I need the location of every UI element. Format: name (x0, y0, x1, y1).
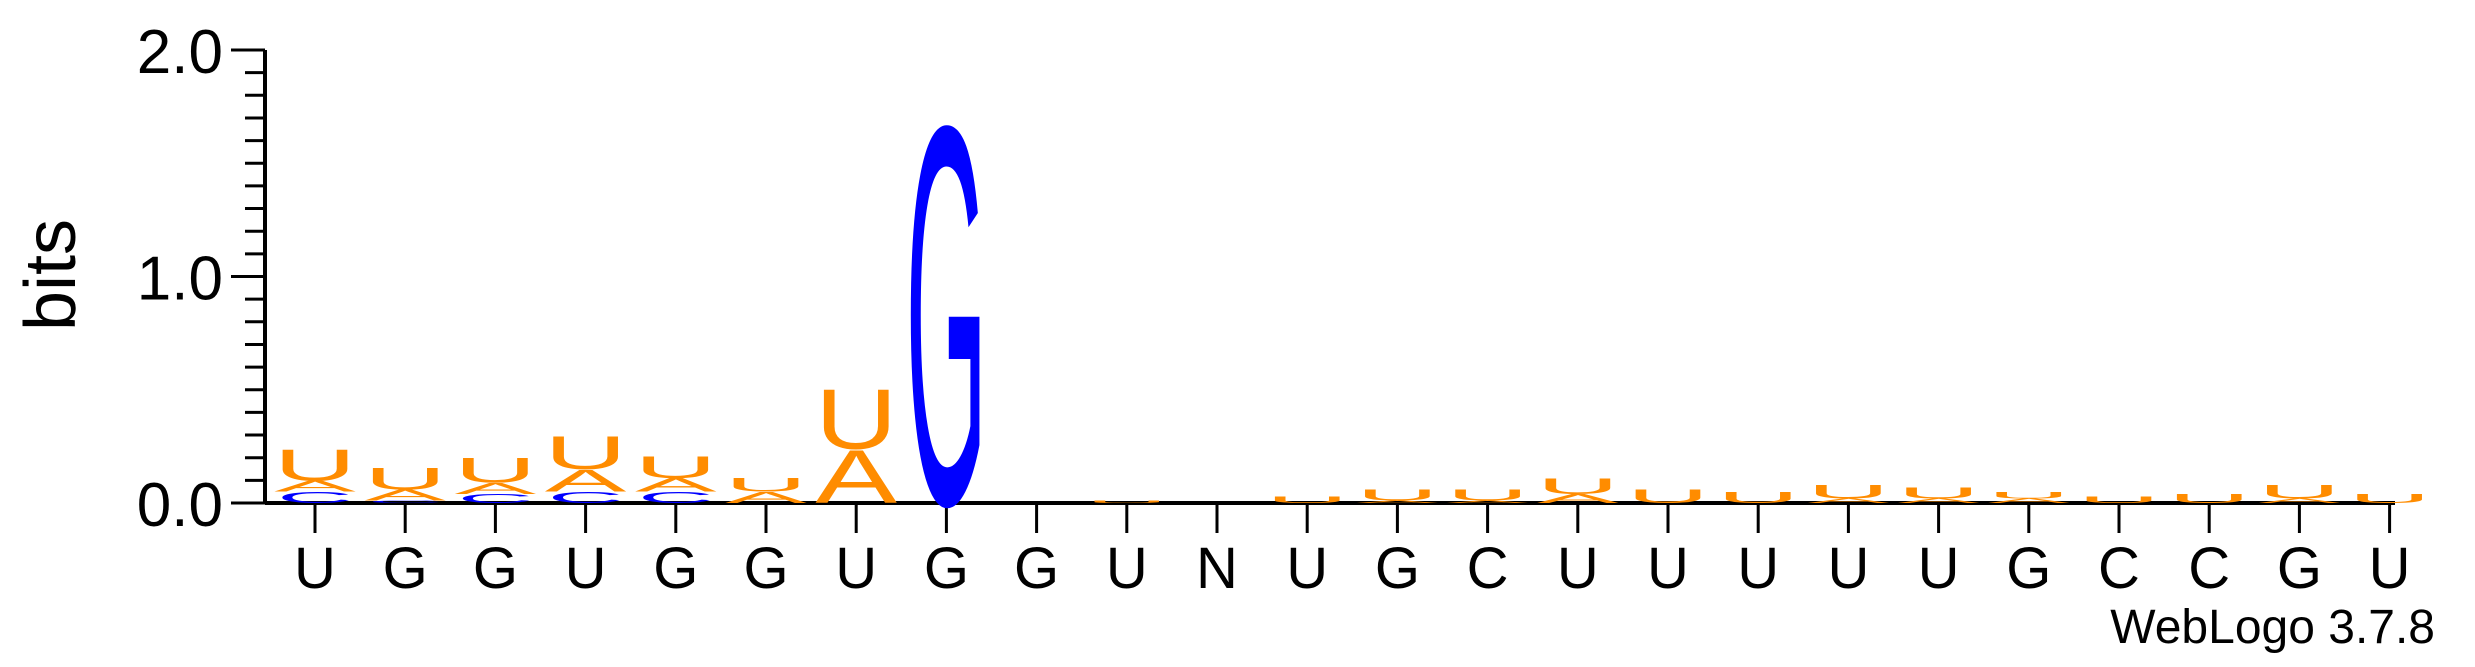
x-tick-label: U (294, 536, 336, 601)
y-tick-label: 2.0 (137, 18, 223, 87)
x-tick-label: U (565, 536, 607, 601)
logo-letter-u: U (1537, 474, 1619, 499)
logo-letter-u: U (1807, 481, 1889, 502)
logo-letter-u: U (1897, 484, 1979, 502)
x-tick-label: U (1106, 536, 1148, 601)
logo-letter-a: A (1537, 492, 1619, 506)
x-tick-label: U (1286, 536, 1328, 601)
logo-letter-u: U (2258, 481, 2340, 502)
logo-letter-c: C (638, 489, 714, 507)
y-tick-label: 0.0 (137, 471, 223, 540)
logo-letter-a: A (1447, 500, 1529, 504)
x-tick-label: U (835, 536, 877, 601)
x-tick-label: U (1737, 536, 1779, 601)
logo-letter-g: G (906, 13, 988, 618)
x-tick-label: U (1918, 536, 1960, 601)
logo-letter-u: U (1086, 500, 1168, 504)
logo-letter-u: U (1446, 487, 1528, 505)
logo-letter-u: U (1717, 489, 1799, 507)
x-tick-label: G (653, 536, 698, 601)
logo-letter-u: U (1988, 490, 2070, 501)
x-tick-label: G (924, 536, 969, 601)
logo-letter-u: U (2078, 495, 2160, 506)
logo-letter-u: U (274, 441, 356, 490)
x-tick-label: G (473, 536, 518, 601)
logo-letter-u: U (364, 461, 446, 497)
x-tick-label: G (743, 536, 788, 601)
x-tick-label: G (383, 536, 428, 601)
x-tick-label: C (1467, 536, 1509, 601)
logo-letter-a: A (1808, 497, 1890, 504)
logo-letter-a: A (1898, 497, 1980, 504)
logo-letter-u: U (1627, 486, 1709, 507)
x-tick-label: U (1647, 536, 1689, 601)
x-tick-label: G (1014, 536, 1059, 601)
logo-letter-a: A (1988, 497, 2070, 504)
logo-letter-u: U (2168, 492, 2250, 506)
logo-letter-u: U (544, 427, 626, 480)
x-tick-label: U (2369, 536, 2411, 601)
logo-letter-u: U (2348, 492, 2430, 506)
y-axis-label: bits (11, 219, 91, 331)
logo-letter-u: U (815, 372, 897, 467)
logo-letter-u: U (1356, 487, 1438, 505)
logo-letter-a: A (545, 463, 627, 498)
logo-letter-u: U (454, 451, 536, 490)
x-tick-label: U (1827, 536, 1869, 601)
x-tick-label: G (2006, 536, 2051, 601)
logo-letter-c: C (367, 500, 443, 504)
logo-letter-a: A (274, 478, 357, 496)
x-tick-label: G (1375, 536, 1420, 601)
logo-letter-u: U (725, 475, 807, 496)
logo-letter-c: C (277, 489, 353, 507)
x-tick-label: C (2188, 536, 2230, 601)
logo-letter-a: A (455, 480, 538, 498)
y-tick-label: 1.0 (137, 245, 223, 314)
x-tick-label: C (2098, 536, 2140, 601)
logo-letter-c: C (548, 489, 624, 507)
logo-letter-u: U (635, 449, 717, 485)
x-tick-label: G (2277, 536, 2322, 601)
logo-letter-a: A (364, 487, 447, 505)
weblogo-credit: WebLogo 3.7.8 (2110, 601, 2435, 654)
logo-letter-a: A (815, 434, 897, 519)
x-tick-label: N (1196, 536, 1238, 601)
logo-letter-a: A (1357, 500, 1439, 504)
logo-letter-a: A (2259, 497, 2341, 504)
logo-letter-a: A (725, 489, 808, 507)
x-tick-label: U (1557, 536, 1599, 601)
logo-letter-u: U (1266, 495, 1348, 506)
logo-letter-c: C (457, 492, 533, 506)
logo-letter-a: A (635, 475, 717, 496)
axes: 0.0 1.0 2.0 (137, 18, 2395, 540)
